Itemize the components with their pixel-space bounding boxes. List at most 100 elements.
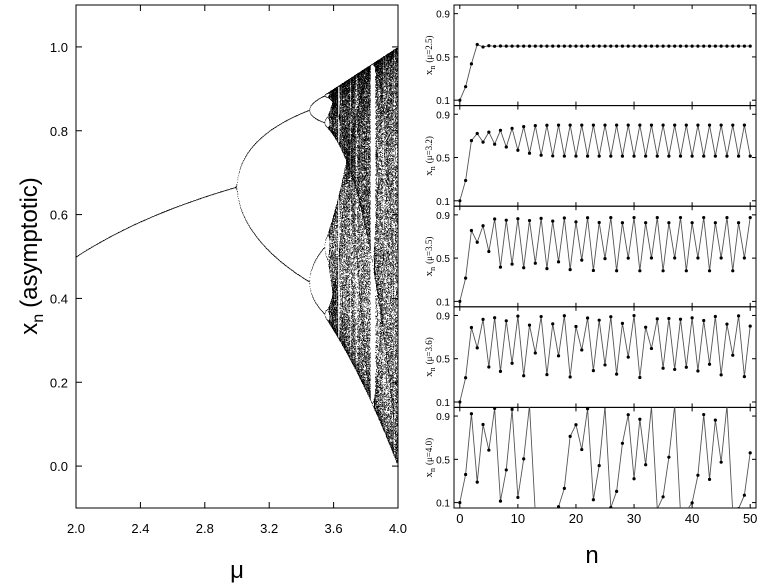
svg-text:xn(μ=3.6): xn (μ=3.6) bbox=[423, 337, 437, 377]
svg-text:xn(μ=4.0): xn (μ=4.0) bbox=[423, 438, 437, 478]
series-point bbox=[522, 266, 526, 270]
series-point bbox=[632, 313, 636, 318]
series-point bbox=[562, 216, 566, 220]
panel-y-label: xn (μ=2.5) bbox=[423, 35, 437, 75]
series-point bbox=[498, 128, 503, 132]
series-point bbox=[498, 499, 503, 503]
series-point bbox=[609, 44, 613, 48]
series-point bbox=[650, 407, 653, 408]
series-point bbox=[649, 256, 654, 260]
panel-frame bbox=[453, 105, 757, 207]
series-point bbox=[690, 44, 694, 48]
series-point bbox=[510, 126, 514, 130]
series-point bbox=[556, 44, 561, 48]
panel-label-sub: n bbox=[428, 367, 437, 371]
series-point bbox=[748, 215, 752, 220]
series-point bbox=[551, 322, 555, 326]
y-label-sub: n bbox=[30, 314, 47, 323]
series-point bbox=[545, 44, 549, 48]
time-series-x-axis-label: n bbox=[585, 542, 598, 569]
series-point bbox=[667, 44, 671, 48]
bifurcation-y-tick-label: 0.4 bbox=[50, 291, 68, 306]
series-point bbox=[638, 269, 642, 273]
series-point bbox=[620, 154, 625, 158]
series-point bbox=[673, 256, 677, 260]
series-point bbox=[510, 44, 514, 48]
series-line bbox=[459, 43, 751, 101]
series-point bbox=[597, 154, 601, 158]
series-point bbox=[615, 489, 619, 493]
series-point bbox=[661, 366, 665, 370]
series-point bbox=[493, 316, 497, 320]
series-point bbox=[522, 125, 526, 129]
series-point bbox=[731, 123, 735, 127]
panel-label-param: (μ=4.0) bbox=[424, 438, 434, 465]
series-point bbox=[469, 325, 474, 330]
series-point bbox=[690, 221, 694, 225]
series-point bbox=[678, 154, 683, 158]
series-point bbox=[719, 256, 723, 260]
panel-y-tick-label: 0.1 bbox=[436, 197, 450, 208]
series-point bbox=[568, 44, 572, 48]
series-point bbox=[626, 355, 630, 359]
panel-label-sub: n bbox=[428, 267, 437, 271]
series-point bbox=[464, 472, 468, 477]
series-point bbox=[609, 154, 613, 158]
series-point bbox=[638, 44, 642, 48]
series-point bbox=[644, 154, 648, 158]
panel-frame bbox=[453, 406, 757, 509]
series-point bbox=[580, 123, 584, 127]
series-point bbox=[562, 314, 566, 318]
panel-y-tick-label: 0.1 bbox=[436, 499, 450, 510]
series-point bbox=[673, 44, 677, 48]
series-point bbox=[516, 44, 520, 48]
series-point bbox=[626, 256, 630, 260]
series-point bbox=[591, 123, 595, 127]
series-point bbox=[504, 145, 508, 149]
panel-frame bbox=[453, 4, 757, 107]
svg-text:xn(asymptotic): xn (asymptotic) bbox=[16, 177, 47, 335]
series-point bbox=[533, 44, 537, 48]
series-point bbox=[696, 44, 700, 48]
series-point bbox=[493, 217, 497, 221]
time-series-panel: 0.1 0.5 0.9 xn (μ=2.5) bbox=[423, 4, 757, 107]
panel-y-label: xn (μ=4.0) bbox=[423, 438, 437, 478]
series-point bbox=[609, 506, 613, 508]
series-point bbox=[527, 218, 532, 223]
panel-label-main: x bbox=[423, 170, 435, 176]
series-point bbox=[626, 44, 630, 48]
series-point bbox=[556, 260, 561, 264]
series-point bbox=[504, 468, 508, 472]
series-point bbox=[638, 417, 642, 421]
series-point bbox=[498, 44, 503, 48]
series-point bbox=[574, 324, 578, 329]
bifurcation-x-tick-label: 3.6 bbox=[325, 521, 343, 536]
bifurcation-y-tick-label: 0.6 bbox=[50, 208, 68, 223]
series-point bbox=[481, 45, 485, 49]
series-point bbox=[696, 256, 700, 260]
series-point bbox=[603, 363, 607, 367]
series-point bbox=[702, 412, 706, 417]
series-point bbox=[597, 220, 601, 225]
panel-y-tick-label: 0.9 bbox=[436, 10, 450, 21]
series-point bbox=[638, 123, 642, 127]
series-point bbox=[597, 464, 601, 468]
series-point bbox=[603, 257, 607, 261]
bifurcation-y-tick-label: 0.8 bbox=[50, 124, 68, 139]
panel-y-tick-label: 0.5 bbox=[436, 254, 450, 265]
series-point bbox=[516, 495, 520, 500]
series-point bbox=[655, 215, 659, 220]
series-point bbox=[562, 486, 566, 490]
series-point bbox=[731, 353, 735, 357]
series-point bbox=[574, 44, 578, 48]
series-point bbox=[551, 154, 555, 158]
panel-y-tick-label: 0.9 bbox=[436, 110, 450, 121]
series-point bbox=[649, 123, 654, 127]
series-point bbox=[661, 495, 665, 499]
series-point bbox=[719, 44, 723, 48]
series-point bbox=[574, 154, 578, 158]
series-point bbox=[585, 216, 590, 220]
series-point bbox=[464, 85, 468, 89]
series-point bbox=[528, 404, 531, 407]
series-point bbox=[475, 42, 479, 47]
